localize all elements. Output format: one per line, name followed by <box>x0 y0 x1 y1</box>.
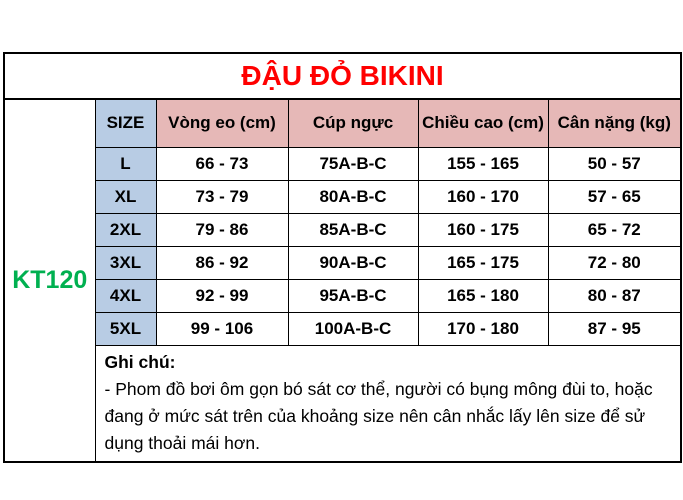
size-cell: 3XL <box>94 245 157 280</box>
cup-cell: 90A-B-C <box>287 245 419 280</box>
waist-cell: 99 - 106 <box>155 311 289 346</box>
table-row: 4XL 92 - 99 95A-B-C 165 - 180 80 - 87 <box>4 278 682 313</box>
weight-cell: 57 - 65 <box>547 179 682 214</box>
weight-cell: 50 - 57 <box>547 146 682 181</box>
height-cell: 170 - 180 <box>417 311 549 346</box>
cup-cell: 100A-B-C <box>287 311 419 346</box>
size-cell: XL <box>94 179 157 214</box>
cup-cell: 95A-B-C <box>287 278 419 313</box>
weight-cell: 87 - 95 <box>547 311 682 346</box>
size-cell: 2XL <box>94 212 157 247</box>
table-row: 5XL 99 - 106 100A-B-C 170 - 180 87 - 95 <box>4 311 682 346</box>
waist-cell: 73 - 79 <box>155 179 289 214</box>
height-cell: 165 - 180 <box>417 278 549 313</box>
column-header-height: Chiều cao (cm) <box>417 98 549 148</box>
cup-cell: 75A-B-C <box>287 146 419 181</box>
size-cell: 4XL <box>94 278 157 313</box>
waist-cell: 66 - 73 <box>155 146 289 181</box>
height-cell: 160 - 175 <box>417 212 549 247</box>
weight-cell: 65 - 72 <box>547 212 682 247</box>
product-title: ĐẬU ĐỎ BIKINI <box>3 52 682 100</box>
header-row: KT120 SIZE Vòng eo (cm) Cúp ngực Chiều c… <box>3 98 682 462</box>
waist-cell: 79 - 86 <box>155 212 289 247</box>
note-row: Ghi chú: - Phom đồ bơi ôm gọn bó sát cơ … <box>4 344 682 462</box>
waist-cell: 86 - 92 <box>155 245 289 280</box>
cup-cell: 85A-B-C <box>287 212 419 247</box>
note-label: Ghi chú: <box>104 351 176 372</box>
table-row: L 66 - 73 75A-B-C 155 - 165 50 - 57 <box>4 146 682 181</box>
product-code: KT120 <box>3 98 96 462</box>
column-header-size: SIZE <box>94 98 157 148</box>
title-row: ĐẬU ĐỎ BIKINI <box>3 52 682 100</box>
waist-cell: 92 - 99 <box>155 278 289 313</box>
cup-cell: 80A-B-C <box>287 179 419 214</box>
size-cell: 5XL <box>94 311 157 346</box>
column-header-cup: Cúp ngực <box>287 98 419 148</box>
note-body: - Phom đồ bơi ôm gọn bó sát cơ thể, ngườ… <box>104 378 653 453</box>
table-row: XL 73 - 79 80A-B-C 160 - 170 57 - 65 <box>4 179 682 214</box>
column-header-waist: Vòng eo (cm) <box>155 98 289 148</box>
size-chart-table: ĐẬU ĐỎ BIKINI KT120 SIZE Vòng eo (cm) Cú… <box>3 52 683 463</box>
weight-cell: 80 - 87 <box>547 278 682 313</box>
height-cell: 160 - 170 <box>417 179 549 214</box>
height-cell: 165 - 175 <box>417 245 549 280</box>
weight-cell: 72 - 80 <box>547 245 682 280</box>
height-cell: 155 - 165 <box>417 146 549 181</box>
note-cell: Ghi chú: - Phom đồ bơi ôm gọn bó sát cơ … <box>94 344 682 462</box>
size-cell: L <box>94 146 157 181</box>
table-row: 3XL 86 - 92 90A-B-C 165 - 175 72 - 80 <box>4 245 682 280</box>
column-header-weight: Cân nặng (kg) <box>547 98 682 148</box>
table-row: 2XL 79 - 86 85A-B-C 160 - 175 65 - 72 <box>4 212 682 247</box>
